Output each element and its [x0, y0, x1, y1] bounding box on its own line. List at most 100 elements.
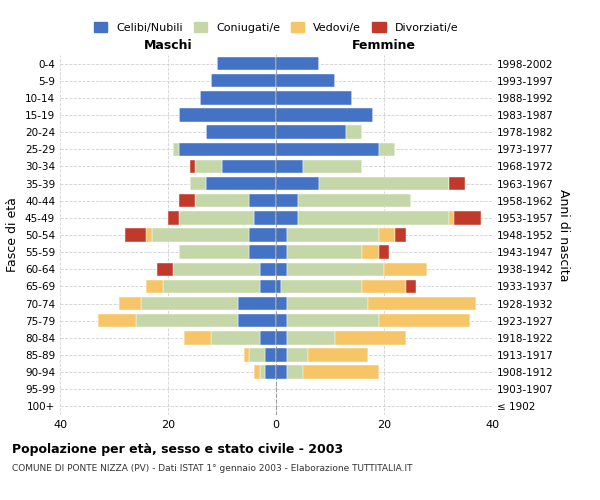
Bar [141, 297, 238, 310]
Bar [319, 177, 449, 190]
Bar [276, 126, 346, 139]
Bar [298, 194, 411, 207]
Bar [238, 297, 276, 310]
Bar [200, 91, 276, 104]
Bar [238, 314, 276, 328]
Bar [276, 348, 287, 362]
Bar [157, 262, 173, 276]
Bar [287, 262, 384, 276]
Bar [265, 348, 276, 362]
Bar [276, 366, 287, 379]
Bar [211, 74, 276, 88]
Bar [179, 246, 249, 259]
Bar [287, 314, 379, 328]
Bar [276, 297, 287, 310]
Bar [276, 228, 287, 241]
Bar [190, 160, 195, 173]
Bar [362, 246, 379, 259]
Bar [454, 211, 481, 224]
Bar [287, 331, 335, 344]
Bar [379, 246, 389, 259]
Bar [379, 228, 395, 241]
Bar [346, 126, 362, 139]
Bar [287, 228, 379, 241]
Bar [179, 108, 276, 122]
Bar [136, 314, 238, 328]
Bar [303, 366, 379, 379]
Text: Popolazione per età, sesso e stato civile - 2003: Popolazione per età, sesso e stato civil… [12, 442, 343, 456]
Y-axis label: Anni di nascita: Anni di nascita [557, 188, 570, 281]
Bar [265, 366, 276, 379]
Bar [276, 142, 379, 156]
Bar [335, 331, 406, 344]
Bar [249, 194, 276, 207]
Bar [276, 262, 287, 276]
Bar [206, 177, 276, 190]
Bar [98, 314, 136, 328]
Bar [260, 280, 276, 293]
Bar [276, 194, 298, 207]
Bar [276, 91, 352, 104]
Bar [303, 160, 362, 173]
Bar [217, 57, 276, 70]
Bar [281, 280, 362, 293]
Bar [195, 160, 222, 173]
Bar [287, 246, 362, 259]
Legend: Celibi/Nubili, Coniugati/e, Vedovi/e, Divorziati/e: Celibi/Nubili, Coniugati/e, Vedovi/e, Di… [89, 18, 463, 37]
Bar [206, 126, 276, 139]
Bar [179, 142, 276, 156]
Bar [211, 331, 260, 344]
Bar [173, 262, 260, 276]
Bar [146, 228, 152, 241]
Bar [190, 177, 206, 190]
Bar [173, 142, 179, 156]
Y-axis label: Fasce di età: Fasce di età [7, 198, 19, 272]
Bar [119, 297, 141, 310]
Bar [249, 228, 276, 241]
Bar [276, 177, 319, 190]
Bar [254, 211, 276, 224]
Bar [260, 331, 276, 344]
Bar [276, 74, 335, 88]
Bar [184, 331, 211, 344]
Bar [276, 246, 287, 259]
Bar [276, 160, 303, 173]
Bar [449, 177, 465, 190]
Bar [222, 160, 276, 173]
Bar [379, 142, 395, 156]
Bar [395, 228, 406, 241]
Bar [179, 211, 254, 224]
Bar [195, 194, 249, 207]
Bar [146, 280, 163, 293]
Text: COMUNE DI PONTE NIZZA (PV) - Dati ISTAT 1° gennaio 2003 - Elaborazione TUTTITALI: COMUNE DI PONTE NIZZA (PV) - Dati ISTAT … [12, 464, 413, 473]
Bar [179, 194, 195, 207]
Bar [276, 108, 373, 122]
Bar [276, 211, 298, 224]
Bar [276, 314, 287, 328]
Bar [287, 297, 368, 310]
Bar [152, 228, 249, 241]
Bar [287, 348, 308, 362]
Bar [254, 366, 260, 379]
Bar [260, 366, 265, 379]
Bar [287, 366, 303, 379]
Bar [276, 280, 281, 293]
Bar [249, 348, 265, 362]
Bar [125, 228, 146, 241]
Bar [362, 280, 406, 293]
Bar [379, 314, 470, 328]
Text: Femmine: Femmine [352, 38, 416, 52]
Bar [368, 297, 476, 310]
Bar [276, 57, 319, 70]
Bar [244, 348, 249, 362]
Bar [168, 211, 179, 224]
Bar [449, 211, 454, 224]
Bar [406, 280, 416, 293]
Bar [276, 331, 287, 344]
Bar [249, 246, 276, 259]
Bar [163, 280, 260, 293]
Bar [308, 348, 368, 362]
Bar [298, 211, 449, 224]
Bar [260, 262, 276, 276]
Text: Maschi: Maschi [143, 38, 193, 52]
